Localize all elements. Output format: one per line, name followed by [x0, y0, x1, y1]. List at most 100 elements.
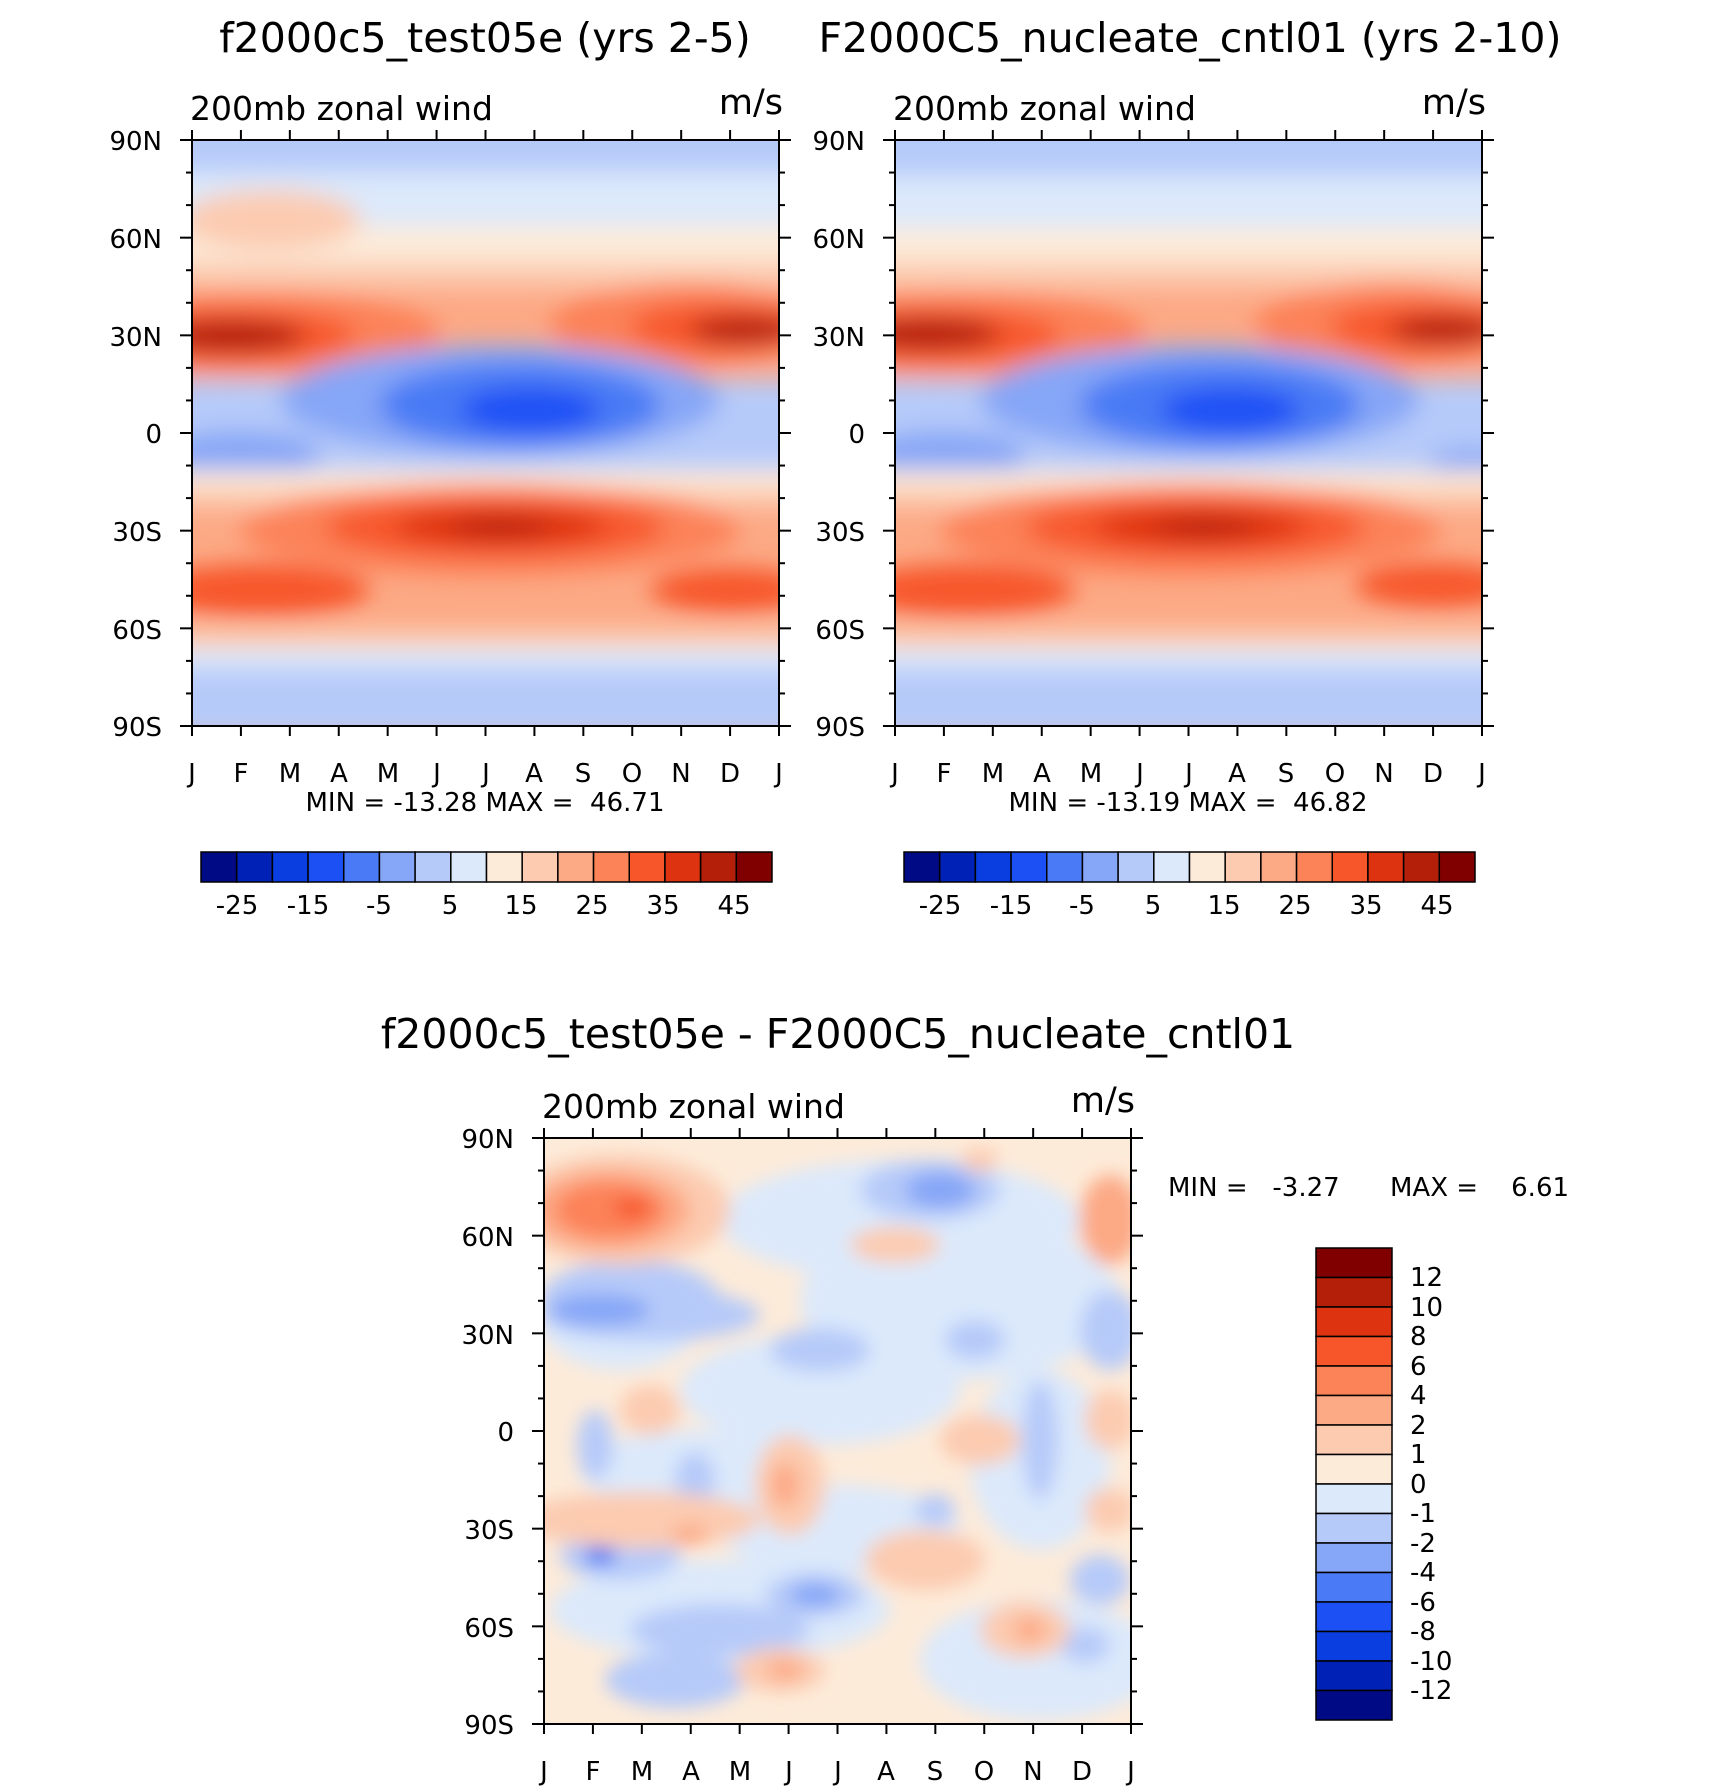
panel3-y-tick: 60S	[464, 1614, 514, 1644]
panel2-x-tick: J	[1476, 759, 1486, 789]
panel-cntl01: F2000C5_nucleate_cntl01 (yrs 2-10) 200mb…	[812, 14, 1562, 921]
panel2-colorbar-label: -15	[990, 891, 1032, 921]
panel3-y-tick: 30S	[464, 1516, 514, 1546]
panel2-x-tick: S	[1278, 759, 1295, 789]
colorbar-swatch	[1438, 851, 1476, 883]
panel2-x-tick: A	[1228, 759, 1246, 789]
colorbar-swatch	[378, 851, 416, 883]
panel3-colorbar-label: -12	[1410, 1676, 1452, 1706]
panel1-field	[192, 140, 779, 726]
panel3-y-tick: 60N	[461, 1223, 514, 1253]
colorbar-swatch	[485, 851, 523, 883]
panel1-min-max: MIN = -13.28 MAX = 46.71	[306, 788, 665, 818]
panel1-y-tick: 60S	[112, 616, 162, 646]
colorbar-swatch	[1315, 1394, 1393, 1426]
colorbar-swatch	[1315, 1630, 1393, 1662]
panel3-y-tick: 30N	[461, 1321, 514, 1351]
colorbar-swatch	[1081, 851, 1119, 883]
panel3-subtitle: 200mb zonal wind	[542, 1087, 845, 1126]
colorbar-swatch	[735, 851, 773, 883]
panel2-y-axis: 90N 60N 30N 0 30S 60S 90S	[812, 127, 865, 743]
panel2-y-tick: 0	[848, 420, 865, 450]
panel1-y-tick: 30S	[112, 518, 162, 548]
panel1-x-tick: O	[622, 759, 642, 789]
panel2-colorbar-label: 15	[1207, 891, 1240, 921]
panel3-colorbar-label: 0	[1410, 1470, 1427, 1500]
panel3-colorbar-label: 1	[1410, 1440, 1427, 1470]
colorbar-swatch	[1046, 851, 1084, 883]
panel3-x-tick: N	[1023, 1757, 1042, 1786]
panel2-colorbar-label: -5	[1069, 891, 1095, 921]
colorbar-swatch	[1315, 1542, 1393, 1574]
colorbar-swatch	[450, 851, 488, 883]
panel2-units: m/s	[1422, 83, 1486, 123]
panel1-colorbar-labels: -25 -15 -5 5 15 25 35 45	[216, 891, 751, 921]
colorbar-swatch	[1295, 851, 1333, 883]
panel1-x-tick: J	[480, 759, 490, 789]
panel3-colorbar-label: 10	[1410, 1293, 1443, 1323]
colorbar-swatch	[1315, 1276, 1393, 1308]
panel2-field	[895, 140, 1482, 726]
panel3-colorbar-label: 2	[1410, 1411, 1427, 1441]
colorbar-swatch	[1367, 851, 1405, 883]
panel1-x-tick: S	[575, 759, 592, 789]
panel3-colorbar-label: -4	[1410, 1558, 1436, 1588]
panel1-subtitle: 200mb zonal wind	[190, 89, 493, 128]
colorbar-swatch	[1315, 1571, 1393, 1603]
panel3-colorbar-label: 4	[1410, 1381, 1427, 1411]
panel1-colorbar-label: 15	[504, 891, 537, 921]
panel2-y-tick: 30S	[815, 518, 865, 548]
colorbar-swatch	[271, 851, 309, 883]
panel2-y-tick: 90S	[815, 713, 865, 743]
panel2-colorbar-label: 45	[1420, 891, 1453, 921]
panel2-x-tick: A	[1033, 759, 1051, 789]
panel3-colorbar-label: -10	[1410, 1647, 1452, 1677]
panel1-x-tick: J	[186, 759, 196, 789]
panel1-y-axis: 90N 60N 30N 0 30S 60S 90S	[109, 127, 162, 743]
colorbar-swatch	[1402, 851, 1441, 883]
panel3-field	[544, 1138, 1131, 1724]
panel1-x-tick: J	[431, 759, 441, 789]
panel1-colorbar-label: 35	[646, 891, 679, 921]
colorbar-swatch	[1315, 1335, 1393, 1367]
panel2-x-tick: M	[1080, 759, 1102, 789]
colorbar-swatch	[1153, 851, 1191, 883]
panel3-y-tick: 90N	[461, 1125, 514, 1155]
colorbar-swatch	[1331, 851, 1369, 883]
panel3-x-tick: D	[1072, 1757, 1092, 1786]
panel1-x-tick: M	[279, 759, 301, 789]
panel2-subtitle: 200mb zonal wind	[893, 89, 1196, 128]
colorbar-swatch	[200, 851, 238, 883]
panel2-title: F2000C5_nucleate_cntl01 (yrs 2-10)	[819, 14, 1562, 62]
panel2-colorbar	[903, 851, 1476, 883]
panel1-y-tick: 60N	[109, 225, 162, 255]
panel1-colorbar-label: -5	[366, 891, 392, 921]
panel1-colorbar-label: 25	[575, 891, 608, 921]
panel2-x-axis: J F M A M J J A S O N D J	[889, 759, 1486, 789]
panel3-max: MAX = 6.61	[1390, 1173, 1569, 1203]
colorbar-swatch	[664, 851, 702, 883]
panel3-x-tick: S	[927, 1757, 944, 1786]
panel3-colorbar-label: 12	[1410, 1263, 1443, 1293]
panel3-colorbar-label: 8	[1410, 1322, 1427, 1352]
panel-test05e: f2000c5_test05e (yrs 2-5) 200mb zonal wi…	[109, 14, 791, 921]
panel2-colorbar-label: 5	[1145, 891, 1162, 921]
panel3-min: MIN = -3.27	[1168, 1173, 1340, 1203]
panel1-y-tick: 30N	[109, 323, 162, 353]
panel3-tick-marks	[532, 1128, 1143, 1734]
panel3-y-axis: 90N 60N 30N 0 30S 60S 90S	[461, 1125, 514, 1741]
colorbar-swatch	[903, 851, 941, 883]
colorbar-swatch	[521, 851, 559, 883]
panel3-x-tick: A	[877, 1757, 895, 1786]
panel3-x-tick: F	[586, 1757, 601, 1786]
panel2-y-tick: 30N	[812, 323, 865, 353]
panel2-tick-marks	[883, 130, 1494, 736]
colorbar-swatch	[1188, 851, 1226, 883]
colorbar-swatch	[1315, 1601, 1393, 1633]
panel2-colorbar-label: -25	[919, 891, 961, 921]
panel3-colorbar-label: -1	[1410, 1499, 1436, 1529]
panel1-y-tick: 90N	[109, 127, 162, 157]
panel2-min-max: MIN = -13.19 MAX = 46.82	[1009, 788, 1368, 818]
panel1-tick-marks	[180, 130, 791, 736]
